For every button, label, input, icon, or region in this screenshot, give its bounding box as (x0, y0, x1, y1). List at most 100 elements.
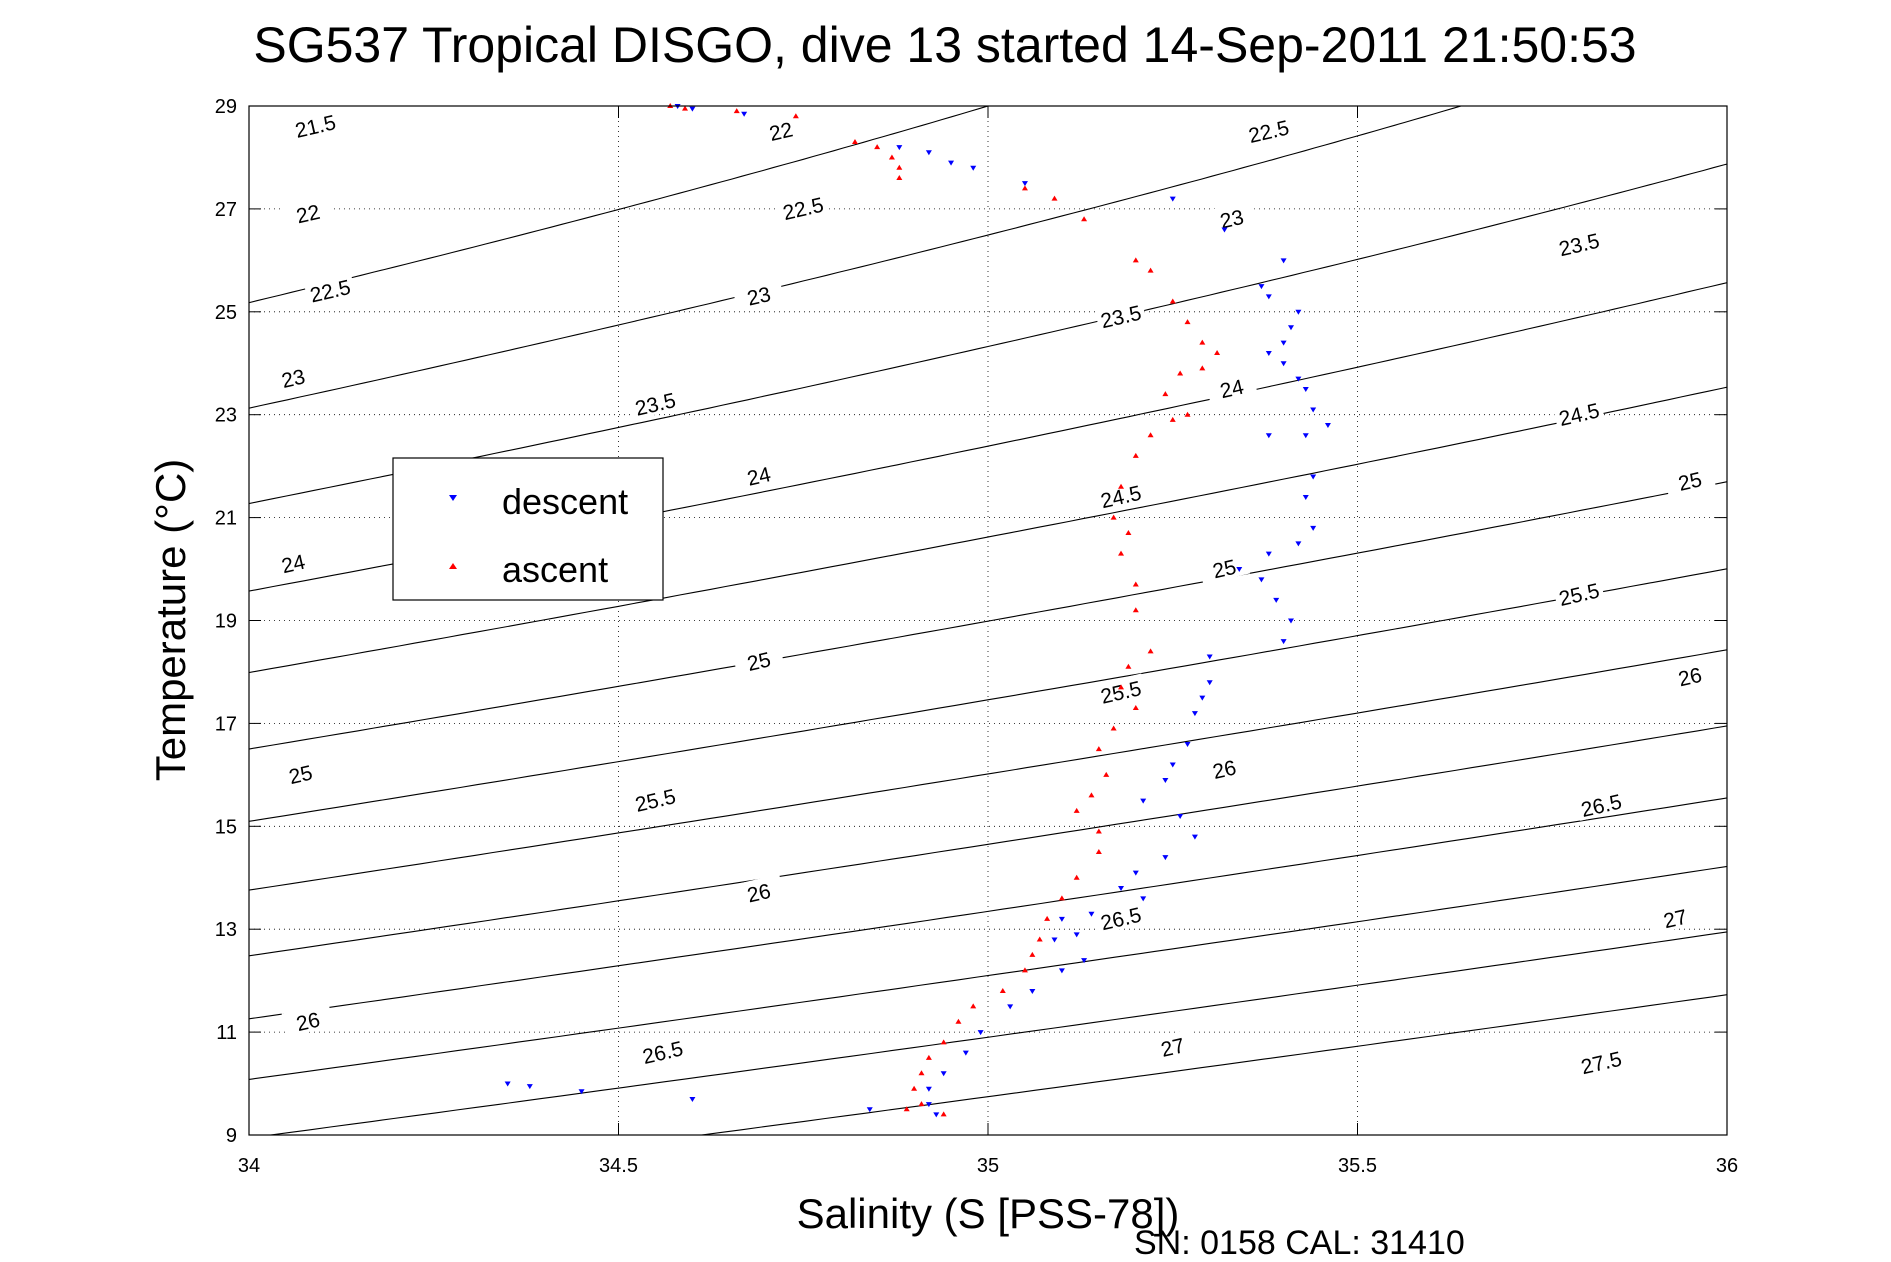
contour-label: 25 (1211, 556, 1239, 584)
footer-serial-calibration: SN: 0158 CAL: 31410 (1134, 1224, 1465, 1262)
contour-label-bg (628, 385, 682, 420)
y-tick-label: 27 (215, 199, 237, 221)
descent-point (1058, 968, 1065, 974)
y-tick-label: 9 (226, 1125, 237, 1147)
contour-label: 25 (745, 648, 773, 676)
legend-box (392, 457, 664, 601)
legend: descent ascent (392, 457, 664, 601)
ascent-point (1036, 936, 1043, 942)
descent-point (1191, 711, 1198, 717)
legend-descent-marker (449, 495, 457, 501)
descent-point (1021, 181, 1028, 187)
contour-label-bg (1552, 225, 1605, 261)
y-tick-label: 29 (215, 96, 237, 118)
ascent-point (733, 108, 740, 114)
contour-label-bg (732, 457, 785, 492)
contour-label: 25 (1676, 468, 1704, 496)
descent-point (977, 1030, 984, 1036)
descent-point (1058, 916, 1065, 922)
ascent-point (1029, 951, 1036, 957)
ascent-point (925, 1054, 932, 1060)
ascent-point (1132, 704, 1139, 710)
isopycnal-line (249, 568, 1727, 822)
descent-point (970, 165, 977, 171)
descent-point (1199, 695, 1206, 701)
ascent-point (1199, 339, 1206, 345)
ascent-point (970, 1003, 977, 1009)
ascent-point (888, 154, 895, 160)
descent-point (1287, 325, 1294, 331)
descent-point (1302, 433, 1309, 439)
ascent-point (1147, 267, 1154, 273)
contour-label-bg (1663, 658, 1716, 693)
descent-point (1029, 988, 1036, 994)
descent-point (1081, 958, 1088, 964)
descent-point (741, 111, 748, 117)
isopycnal-line (697, 994, 1727, 1135)
descent-point (1302, 495, 1309, 501)
contour-label-bg (1094, 297, 1147, 333)
contour-label-bg (303, 272, 356, 307)
descent-point (1324, 422, 1331, 428)
descent-point (925, 1102, 932, 1108)
contour-label-bg (266, 359, 319, 394)
contour-label-bg (1197, 550, 1251, 585)
contour-label-bg (1552, 395, 1605, 430)
descent-point (1280, 639, 1287, 645)
descent-point (1007, 1004, 1014, 1010)
contour-label-bg (1574, 1043, 1628, 1079)
descent-point (1310, 474, 1317, 480)
y-axis: 9 11 13 15 17 19 21 23 25 27 29 (215, 96, 1727, 1147)
ascent-point (1051, 195, 1058, 201)
ascent-point (1081, 216, 1088, 222)
descent-point (1258, 284, 1265, 290)
plot-frame (248, 105, 1728, 1136)
ascent-point (1169, 298, 1176, 304)
descent-point (526, 1084, 533, 1090)
descent-point (925, 150, 932, 156)
contour-label: 25 (287, 762, 315, 790)
legend-ascent-marker (449, 563, 457, 569)
contour-label-bg (628, 781, 682, 816)
contour-label-bg (1205, 200, 1258, 235)
descent-point (1221, 227, 1228, 233)
contour-label-bg (1552, 575, 1605, 610)
descent-point (1280, 258, 1287, 264)
x-tick-label: 36 (1716, 1155, 1738, 1177)
descent-point (1140, 798, 1147, 804)
ascent-point (1199, 365, 1206, 371)
descent-point (1206, 654, 1213, 660)
y-tick-label: 19 (215, 611, 237, 633)
contour-label-bg (281, 1002, 334, 1037)
descent-point (1295, 541, 1302, 547)
ascent-point (1184, 319, 1191, 325)
descent-point (1302, 386, 1309, 392)
descent-point (689, 1096, 696, 1102)
density-contours (249, 106, 1727, 1135)
contour-label-bg (1663, 462, 1716, 497)
ascent-point (1118, 550, 1125, 556)
data-points (504, 103, 1331, 1118)
descent-point (1051, 937, 1058, 943)
ascent-point (1125, 663, 1132, 669)
legend-descent-label: descent (502, 481, 628, 522)
descent-point (1162, 855, 1169, 861)
x-tick-label: 34.5 (599, 1155, 638, 1177)
contour-label: 26 (1211, 756, 1239, 784)
isopycnal-line (249, 106, 1463, 409)
ascent-point (1169, 416, 1176, 422)
descent-point (1073, 932, 1080, 938)
ascent-point (896, 175, 903, 181)
ascent-point (1177, 370, 1184, 376)
y-tick-label: 21 (215, 508, 237, 530)
descent-point (1169, 762, 1176, 768)
ascent-point (1162, 391, 1169, 397)
ascent-point (918, 1070, 925, 1076)
descent-point (1295, 376, 1302, 382)
contour-label: 24 (1218, 376, 1246, 404)
contour-label-bg (288, 107, 342, 142)
contour-label-bg (1094, 673, 1147, 708)
ascent-point (1147, 648, 1154, 654)
descent-point (1280, 361, 1287, 367)
